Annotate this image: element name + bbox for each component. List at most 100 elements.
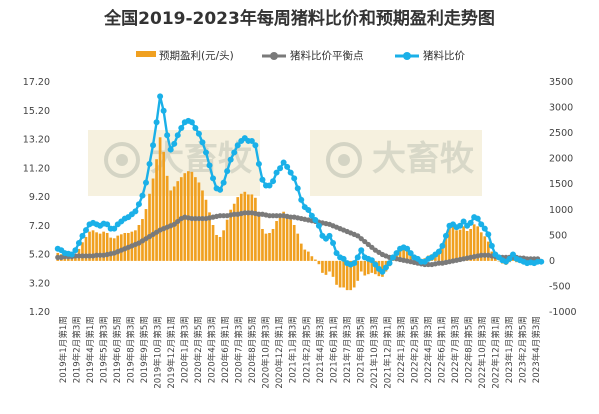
x-axis-tick-label: 2022年4月第3周 <box>422 316 434 383</box>
legend-swatch-profit <box>136 51 156 57</box>
profit-bar <box>211 225 215 261</box>
profit-bar <box>409 252 413 261</box>
profit-bar <box>225 219 229 261</box>
ratio-point <box>435 248 442 255</box>
profit-bar <box>158 137 162 261</box>
profit-bar <box>105 232 109 261</box>
profit-bar <box>261 228 264 261</box>
balance-point <box>369 244 375 250</box>
ratio-point <box>287 169 294 176</box>
profit-bar <box>292 225 296 261</box>
x-axis-tick-label: 2019年1月第1周 <box>57 316 69 383</box>
profit-bar <box>472 224 476 261</box>
balance-point <box>358 236 364 242</box>
profit-bar <box>218 236 222 261</box>
right-axis-tick-label: -1000 <box>549 307 577 318</box>
ratio-point <box>333 250 340 257</box>
profit-bar <box>324 260 328 275</box>
x-axis-tick-label: 2020年8月第5周 <box>246 316 258 383</box>
x-axis-tick-label: 2019年8月第3周 <box>124 316 136 383</box>
profit-bar <box>345 260 349 291</box>
ratio-point <box>266 182 273 189</box>
ratio-point <box>485 231 492 238</box>
ratio-point <box>220 179 227 186</box>
ratio-point <box>255 160 262 167</box>
right-axis-tick-label: 3500 <box>549 77 573 88</box>
profit-bar <box>144 209 148 261</box>
x-axis-tick-label: 2020年12月第1周 <box>273 316 285 389</box>
x-axis-tick-label: 2021年12月第1周 <box>381 316 393 389</box>
profit-bar <box>95 232 98 261</box>
watermark-logo-dot-icon <box>116 154 128 166</box>
legend-label-balance: 猪料比价平衡点 <box>290 49 364 62</box>
ratio-point <box>231 149 238 156</box>
ratio-point <box>457 222 464 229</box>
profit-bar <box>102 231 105 261</box>
ratio-point <box>354 254 361 261</box>
profit-bar <box>208 212 211 261</box>
ratio-point <box>478 221 485 228</box>
ratio-point <box>308 212 315 219</box>
x-axis-tick-label: 2023年4月第3周 <box>530 316 542 383</box>
profit-bar <box>250 194 254 261</box>
profit-bar <box>338 260 342 288</box>
x-axis-tick-label: 2022年8月第5周 <box>463 316 475 383</box>
ratio-point <box>312 217 319 223</box>
profit-bar <box>243 191 247 261</box>
ratio-point <box>368 257 375 264</box>
ratio-point <box>404 245 411 252</box>
ratio-point <box>330 240 337 246</box>
x-axis-tick-label: 2020年10月第3周 <box>260 316 272 389</box>
watermark-text: 大畜牧 <box>372 139 475 179</box>
x-axis-tick-label: 2020年4月第3周 <box>206 316 218 383</box>
ratio-point <box>248 137 255 144</box>
left-axis-tick-label: 13.20 <box>23 135 50 146</box>
ratio-point <box>199 139 206 146</box>
profit-bar <box>109 237 113 261</box>
x-axis-tick-label: 2019年10月第3周 <box>151 316 163 389</box>
profit-bar <box>479 232 483 261</box>
ratio-point <box>171 140 178 147</box>
left-axis-tick-label: 1.20 <box>29 307 50 318</box>
profit-bar <box>236 197 240 261</box>
ratio-point <box>298 196 305 203</box>
ratio-point <box>132 208 139 215</box>
balance-point <box>175 218 181 225</box>
ratio-point <box>351 260 358 267</box>
ratio-point <box>217 186 224 193</box>
ratio-point <box>252 142 259 149</box>
ratio-point <box>224 168 231 175</box>
x-axis-tick-label: 2019年2月第3周 <box>70 316 82 383</box>
right-axis-tick-label: -500 <box>549 281 571 292</box>
profit-bar <box>342 260 345 288</box>
ratio-point <box>174 132 181 139</box>
ratio-point <box>142 179 149 186</box>
profit-bar <box>349 260 353 291</box>
balance-point <box>362 238 368 245</box>
profit-bar <box>116 235 120 261</box>
watermark-logo-dot-icon <box>338 154 350 166</box>
profit-bar <box>335 260 338 285</box>
x-axis-tick-label: 2020年6月第1周 <box>219 316 231 383</box>
ratio-point <box>294 185 301 192</box>
profit-bar <box>91 230 95 261</box>
profit-bar <box>303 249 307 261</box>
ratio-point <box>488 242 495 249</box>
profit-bar <box>331 260 335 277</box>
x-axis-tick-label: 2022年1月第3周 <box>395 316 407 383</box>
legend-label-ratio: 猪料比价 <box>423 49 465 62</box>
profit-bar <box>246 194 250 261</box>
x-axis-tick-label: 2019年4月第1周 <box>84 316 96 383</box>
ratio-point <box>460 218 467 225</box>
profit-bar <box>299 243 303 261</box>
ratio-point <box>442 232 449 239</box>
profit-bar <box>476 226 480 261</box>
x-axis-tick-label: 2022年2月第5周 <box>408 316 420 383</box>
ratio-point <box>326 232 333 239</box>
profit-bar <box>321 260 324 273</box>
ratio-point <box>188 119 195 126</box>
left-axis-tick-label: 7.20 <box>29 221 50 232</box>
right-axis-tick-label: 2500 <box>549 128 573 139</box>
profit-bar <box>162 151 165 261</box>
ratio-point <box>202 149 209 156</box>
